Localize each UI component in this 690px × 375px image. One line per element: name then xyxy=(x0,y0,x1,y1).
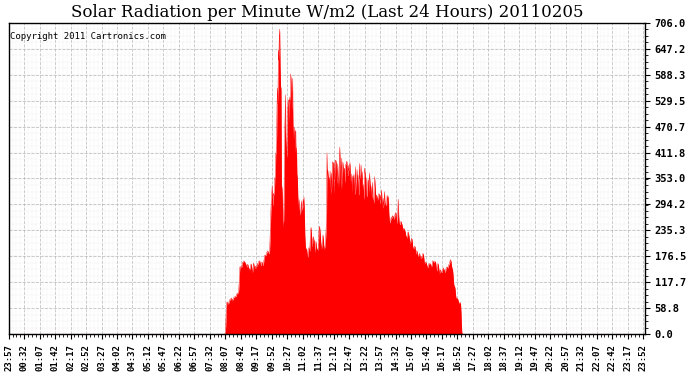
Text: Copyright 2011 Cartronics.com: Copyright 2011 Cartronics.com xyxy=(10,32,166,41)
Title: Solar Radiation per Minute W/m2 (Last 24 Hours) 20110205: Solar Radiation per Minute W/m2 (Last 24… xyxy=(70,4,583,21)
